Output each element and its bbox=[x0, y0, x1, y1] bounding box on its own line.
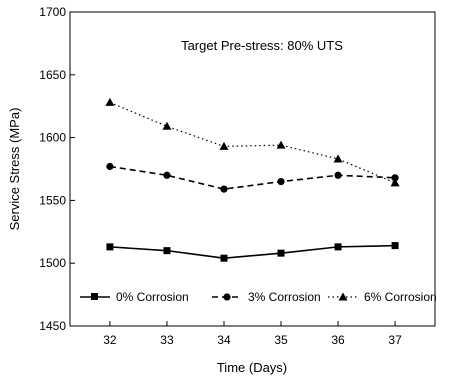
legend-item-6-corrosion: 6% Corrosion bbox=[328, 290, 437, 304]
y-tick-label: 1500 bbox=[39, 256, 66, 270]
data-point-circle bbox=[220, 185, 228, 193]
data-point-circle bbox=[334, 171, 342, 179]
legend-item-0-corrosion: 0% Corrosion bbox=[80, 290, 189, 304]
x-tick-label: 33 bbox=[160, 333, 174, 347]
x-axis-title: Time (Days) bbox=[217, 360, 287, 375]
data-point-circle bbox=[277, 177, 285, 186]
data-point-square bbox=[277, 249, 285, 257]
series-line bbox=[109, 101, 396, 184]
x-tick-label: 36 bbox=[331, 333, 345, 347]
data-point-triangle bbox=[105, 97, 115, 106]
legend-triangle-marker bbox=[338, 292, 348, 301]
series-line bbox=[109, 244, 396, 259]
legend-item-3-corrosion: 3% Corrosion bbox=[212, 290, 321, 304]
data-point-square bbox=[106, 243, 114, 251]
legend-label-3-corrosion: 3% Corrosion bbox=[248, 290, 321, 304]
chart-annotation: Target Pre-stress: 80% UTS bbox=[181, 38, 343, 53]
data-point-circle bbox=[163, 171, 171, 179]
data-point-triangle bbox=[333, 154, 343, 163]
legend-label-6-corrosion: 6% Corrosion bbox=[364, 290, 437, 304]
series-layer bbox=[105, 97, 400, 262]
series-0-corrosion bbox=[106, 242, 399, 262]
data-point-circle bbox=[106, 162, 114, 171]
plot-frame bbox=[69, 11, 436, 327]
series-3-corrosion bbox=[106, 162, 399, 193]
data-point-triangle bbox=[390, 178, 400, 187]
y-axis: 1450 1500 1550 1600 1650 1700 bbox=[39, 5, 75, 333]
x-tick-label: 35 bbox=[274, 333, 288, 347]
y-axis-title: Service Stress (MPa) bbox=[7, 108, 22, 231]
y-tick-label: 1450 bbox=[39, 319, 66, 333]
data-point-square bbox=[334, 243, 342, 251]
series-6-corrosion bbox=[105, 97, 400, 187]
data-point-square bbox=[163, 247, 171, 255]
x-tick-label: 37 bbox=[388, 333, 402, 347]
x-axis: 32 33 34 35 36 37 bbox=[103, 321, 402, 347]
series-line bbox=[109, 165, 396, 190]
data-point-triangle bbox=[219, 141, 229, 150]
y-tick-label: 1550 bbox=[39, 193, 66, 207]
x-tick-label: 32 bbox=[103, 333, 117, 347]
y-tick-label: 1650 bbox=[39, 68, 66, 82]
legend: 0% Corrosion 3% Corrosion 6% Corrosion bbox=[80, 290, 437, 304]
legend-label-0-corrosion: 0% Corrosion bbox=[116, 290, 189, 304]
legend-circle-marker bbox=[223, 293, 231, 301]
data-point-circle bbox=[391, 174, 399, 182]
y-tick-label: 1600 bbox=[39, 131, 66, 145]
data-point-square bbox=[391, 242, 399, 250]
data-point-square bbox=[220, 254, 228, 262]
y-tick-label: 1700 bbox=[39, 5, 66, 19]
legend-square-marker bbox=[91, 293, 98, 300]
data-point-triangle bbox=[276, 140, 286, 149]
data-point-triangle bbox=[162, 121, 172, 130]
x-tick-label: 34 bbox=[217, 333, 231, 347]
